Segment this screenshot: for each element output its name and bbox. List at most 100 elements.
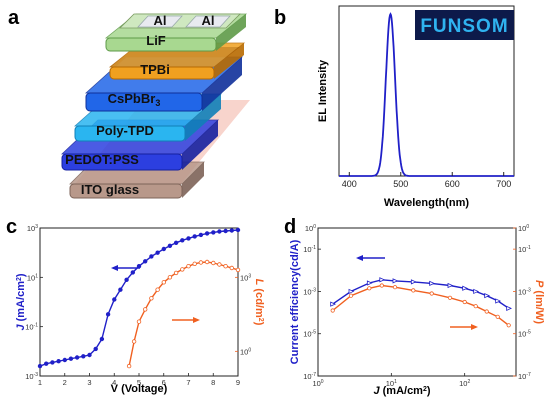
luminance-point-2 (136, 319, 142, 324)
al-electrodes: Al Al (119, 13, 241, 29)
current-density-point-31 (229, 228, 234, 233)
current-density-point-19 (155, 250, 160, 255)
panel-letter-a: a (8, 7, 20, 29)
luminance-point-11 (192, 261, 197, 266)
current-density-point-27 (204, 231, 210, 236)
x-tick-label-b-3: 700 (496, 179, 511, 189)
x-tick-label-c-0: 1 (38, 378, 42, 387)
current-density-point-9 (93, 346, 98, 352)
current-density-point-25 (192, 234, 197, 239)
y-tick-label-right-d-4: 100 (518, 224, 529, 233)
current-density-point-22 (173, 240, 179, 245)
power-efficiency-point-7 (447, 295, 453, 300)
layer-label-3: CsPbBr3 (108, 91, 161, 108)
current-density-point-4 (62, 357, 68, 363)
current-density-point-18 (149, 254, 154, 259)
luminance-markers (126, 259, 241, 369)
panel-letter-c: c (6, 216, 17, 238)
y-tick-label-right-d-2: 10-3 (518, 287, 531, 296)
device-stack: ITO glass PEDOT:PSS Poly-TPD CsPbBr3 TPBi LiF… (60, 13, 250, 199)
x-tick-label-c-3: 4 (112, 378, 116, 387)
current-efficiency-point-5 (410, 279, 417, 285)
panel-c: c 1 2 3 4 5 6 7 8 9 10-3 10-1 101 103 100 103 V (Volta… (6, 216, 265, 395)
luminance-point-0 (126, 363, 132, 369)
current-density-point-7 (81, 354, 86, 359)
current-density-point-21 (167, 243, 173, 248)
power-efficiency-point-12 (506, 323, 511, 328)
luminance-point-13 (204, 259, 210, 265)
power-efficiency-point-0 (330, 308, 335, 313)
current-density-point-12 (112, 297, 117, 302)
power-efficiency-point-8 (462, 299, 467, 305)
current-efficiency-point-1 (348, 288, 355, 295)
current-density-point-5 (68, 356, 74, 361)
layer-label-5: LiF (146, 33, 166, 48)
luminance-point-10 (186, 264, 191, 269)
x-axis-label-c: V (Voltage) (111, 383, 168, 395)
electrode-label-1: Al (202, 13, 215, 28)
electrode-pad-1 (185, 15, 231, 28)
x-axis-label-d: J (mA/cm2) (373, 385, 430, 397)
luminance-point-12 (198, 260, 204, 265)
y-tick-label-right-d-3: 10-1 (518, 245, 531, 254)
luminance-point-5 (155, 287, 160, 292)
x-axis-label-b: Wavelength(nm) (384, 197, 469, 209)
current-density-point-28 (211, 230, 216, 235)
y-tick-label-right-c-1: 103 (240, 273, 251, 282)
luminance-point-18 (235, 267, 241, 273)
current-efficiency-point-3 (379, 277, 386, 283)
plot-frame-c (39, 227, 239, 377)
current-efficiency-point-10 (484, 293, 491, 299)
luminance-point-8 (173, 270, 179, 276)
x-tick-label-d-2: 102 (459, 379, 470, 388)
arrow-to-right-axis (172, 317, 200, 323)
logo-text: FUNSOM (420, 16, 508, 37)
ticks-c: 1 2 3 4 5 6 7 8 9 10-3 10-1 101 103 100 103 (25, 224, 251, 387)
layer-label-0: ITO glass (81, 182, 139, 197)
x-tick-label-c-1: 2 (63, 378, 67, 387)
power-efficiency-markers (330, 283, 511, 328)
current-density-point-17 (142, 259, 148, 264)
arrow-to-left-axis (111, 265, 140, 271)
arrow-to-left-axis-d (356, 255, 385, 261)
y-tick-label-left-c-0: 10-3 (25, 372, 38, 381)
power-efficiency-point-10 (484, 309, 489, 314)
power-efficiency-point-9 (473, 304, 478, 309)
power-efficiency-point-1 (348, 293, 354, 298)
x-tick-label-c-8: 9 (236, 378, 240, 387)
x-tick-label-c-7: 8 (211, 378, 215, 387)
luminance-point-1 (131, 339, 137, 344)
current-density-point-20 (161, 246, 166, 252)
x-tick-label-c-4: 5 (137, 378, 141, 387)
current-efficiency-point-0 (330, 301, 337, 307)
y-tick-label-left-d-2: 10-3 (303, 287, 316, 296)
panel-letter-b: b (274, 7, 286, 29)
current-density-point-30 (223, 228, 228, 234)
power-efficiency-point-6 (429, 291, 434, 296)
current-density-point-23 (180, 238, 185, 243)
current-density-point-2 (50, 360, 55, 365)
y-axis-label-b: EL Intensity (317, 59, 329, 122)
current-density-point-0 (37, 363, 43, 369)
current-density-point-15 (130, 270, 135, 275)
y-tick-label-right-c-0: 100 (240, 347, 251, 356)
luminance-point-6 (161, 280, 166, 285)
luminance-point-4 (149, 296, 154, 301)
current-density-point-13 (118, 287, 123, 292)
x-tick-label-c-6: 7 (186, 378, 190, 387)
power-efficiency-point-11 (495, 314, 500, 319)
y-tick-label-left-c-1: 10-1 (25, 323, 38, 332)
x-tick-label-c-5: 6 (162, 378, 166, 387)
current-density-point-11 (105, 312, 111, 317)
current-density-point-14 (124, 277, 129, 282)
funsom-logo: FUNSOM (415, 10, 514, 40)
current-efficiency-point-6 (429, 280, 436, 287)
luminance-point-3 (142, 307, 148, 312)
current-efficiency-point-8 (462, 285, 469, 291)
luminance-point-17 (229, 265, 234, 271)
panel-letter-d: d (284, 216, 296, 238)
current-efficiency-point-7 (447, 282, 454, 289)
luminance-point-15 (217, 262, 222, 267)
y-tick-label-left-d-3: 10-1 (303, 245, 316, 254)
current-density-point-8 (87, 352, 92, 358)
